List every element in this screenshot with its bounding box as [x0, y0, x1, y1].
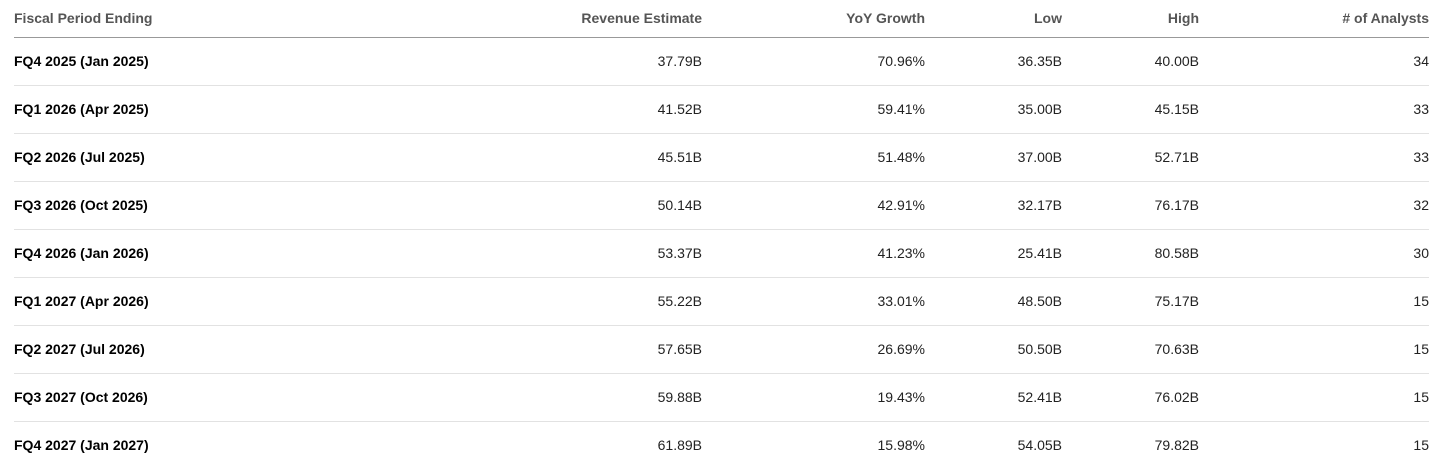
cell-high: 70.63B: [1062, 325, 1199, 374]
cell-revenue-estimate: 59.88B: [334, 373, 702, 422]
cell-fiscal-period: FQ3 2026 (Oct 2025): [14, 181, 334, 230]
cell-fiscal-period: FQ4 2027 (Jan 2027): [14, 437, 149, 454]
cell-high: 75.17B: [1062, 277, 1199, 326]
cell-yoy-growth: 26.69%: [702, 325, 925, 374]
cell-num-analysts: 15: [1199, 277, 1429, 326]
cell-yoy-growth: 15.98%: [877, 437, 925, 454]
table-header: Fiscal Period Ending Revenue Estimate Yo…: [14, 0, 1429, 38]
header-row: Fiscal Period Ending Revenue Estimate Yo…: [14, 0, 1429, 38]
cell-num-analysts: 34: [1199, 37, 1429, 86]
revenue-estimates-table-container: Fiscal Period Ending Revenue Estimate Yo…: [14, 0, 1429, 469]
cell-low: 36.35B: [925, 37, 1062, 86]
cell-revenue-estimate: 41.52B: [334, 85, 702, 134]
cell-num-analysts: 33: [1199, 85, 1429, 134]
cell-yoy-growth: 41.23%: [702, 229, 925, 278]
header-high[interactable]: High: [1062, 0, 1199, 38]
cell-yoy-growth: 19.43%: [702, 373, 925, 422]
cell-low: 50.50B: [925, 325, 1062, 374]
header-num-analysts[interactable]: # of Analysts: [1199, 0, 1429, 38]
header-low[interactable]: Low: [925, 0, 1062, 38]
cell-low: 48.50B: [925, 277, 1062, 326]
cell-num-analysts: 30: [1199, 229, 1429, 278]
table-row: FQ2 2027 (Jul 2026) 57.65B 26.69% 50.50B…: [14, 325, 1429, 374]
cell-fiscal-period: FQ4 2026 (Jan 2026): [14, 229, 334, 278]
cell-low: 37.00B: [925, 133, 1062, 182]
cell-low: 35.00B: [925, 85, 1062, 134]
header-revenue-estimate[interactable]: Revenue Estimate: [334, 0, 702, 38]
cell-yoy-growth: 42.91%: [702, 181, 925, 230]
table-row: FQ3 2026 (Oct 2025) 50.14B 42.91% 32.17B…: [14, 181, 1429, 230]
cell-revenue-estimate: 61.89B: [657, 437, 702, 454]
cell-low: 25.41B: [925, 229, 1062, 278]
cell-yoy-growth: 51.48%: [702, 133, 925, 182]
cell-revenue-estimate: 53.37B: [334, 229, 702, 278]
cell-num-analysts: 15: [1199, 325, 1429, 374]
cell-high: 76.17B: [1062, 181, 1199, 230]
table-body: FQ4 2025 (Jan 2025) 37.79B 70.96% 36.35B…: [14, 37, 1429, 469]
cell-revenue-estimate: 57.65B: [334, 325, 702, 374]
cell-fiscal-period: FQ3 2027 (Oct 2026): [14, 373, 334, 422]
cell-low: 52.41B: [925, 373, 1062, 422]
header-yoy-growth[interactable]: YoY Growth: [702, 0, 925, 38]
cell-yoy-growth: 70.96%: [702, 37, 925, 86]
revenue-estimates-table: Fiscal Period Ending Revenue Estimate Yo…: [14, 0, 1429, 469]
cell-high: 76.02B: [1062, 373, 1199, 422]
cell-revenue-estimate: 50.14B: [334, 181, 702, 230]
cell-high: 79.82B: [1154, 437, 1199, 454]
cell-yoy-growth: 33.01%: [702, 277, 925, 326]
cell-yoy-growth: 59.41%: [702, 85, 925, 134]
cell-fiscal-period: FQ2 2027 (Jul 2026): [14, 325, 334, 374]
table-row: FQ1 2027 (Apr 2026) 55.22B 33.01% 48.50B…: [14, 277, 1429, 326]
cell-num-analysts: 33: [1199, 133, 1429, 182]
table-row: FQ4 2027 (Jan 2027) 61.89B 15.98% 54.05B…: [14, 421, 1429, 469]
cell-low: 32.17B: [925, 181, 1062, 230]
cell-fiscal-period: FQ1 2026 (Apr 2025): [14, 85, 334, 134]
cell-high: 52.71B: [1062, 133, 1199, 182]
cell-high: 80.58B: [1062, 229, 1199, 278]
header-fiscal-period[interactable]: Fiscal Period Ending: [14, 0, 334, 38]
cell-revenue-estimate: 55.22B: [334, 277, 702, 326]
cell-num-analysts: 15: [1199, 373, 1429, 422]
cell-low: 54.05B: [1017, 437, 1062, 454]
table-row: FQ2 2026 (Jul 2025) 45.51B 51.48% 37.00B…: [14, 133, 1429, 182]
table-row: FQ1 2026 (Apr 2025) 41.52B 59.41% 35.00B…: [14, 85, 1429, 134]
cell-high: 45.15B: [1062, 85, 1199, 134]
cell-num-analysts: 15: [1413, 437, 1429, 454]
cell-num-analysts: 32: [1199, 181, 1429, 230]
table-row: FQ3 2027 (Oct 2026) 59.88B 19.43% 52.41B…: [14, 373, 1429, 422]
cell-revenue-estimate: 37.79B: [334, 37, 702, 86]
table-row: FQ4 2025 (Jan 2025) 37.79B 70.96% 36.35B…: [14, 37, 1429, 86]
table-row: FQ4 2026 (Jan 2026) 53.37B 41.23% 25.41B…: [14, 229, 1429, 278]
cell-fiscal-period: FQ1 2027 (Apr 2026): [14, 277, 334, 326]
cell-high: 40.00B: [1062, 37, 1199, 86]
cell-revenue-estimate: 45.51B: [334, 133, 702, 182]
cell-fiscal-period: FQ4 2025 (Jan 2025): [14, 37, 334, 86]
cell-fiscal-period: FQ2 2026 (Jul 2025): [14, 133, 334, 182]
